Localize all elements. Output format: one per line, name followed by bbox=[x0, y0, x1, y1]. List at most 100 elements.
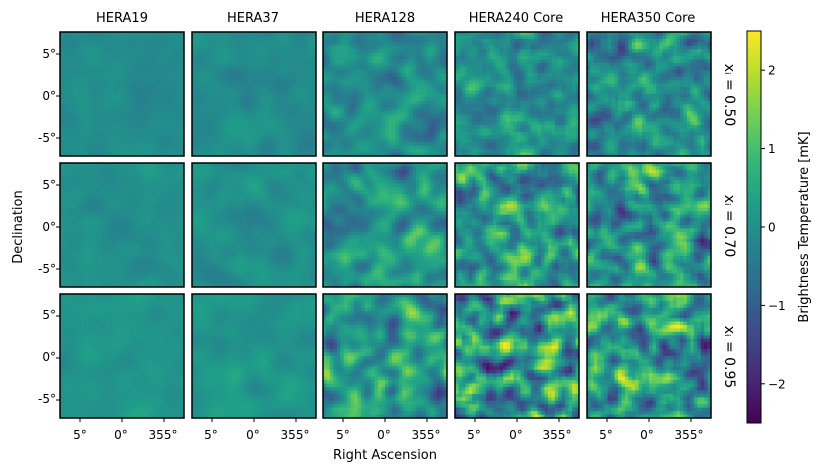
map-pixel bbox=[440, 59, 444, 64]
map-pixel bbox=[115, 63, 119, 67]
map-pixel bbox=[260, 107, 265, 112]
map-pixel bbox=[212, 125, 217, 129]
map-pixel bbox=[115, 111, 119, 116]
map-pixel bbox=[63, 38, 68, 43]
map-pixel bbox=[87, 97, 92, 102]
map-pixel bbox=[195, 76, 200, 81]
map-pixel bbox=[436, 42, 441, 47]
map-pixel bbox=[475, 76, 480, 81]
map-pixel bbox=[364, 145, 369, 150]
map-pixel bbox=[312, 35, 317, 40]
map-pixel bbox=[198, 100, 203, 105]
map-pixel bbox=[419, 87, 424, 91]
map-pixel bbox=[422, 114, 427, 119]
map-pixel bbox=[429, 114, 434, 119]
map-pixel bbox=[422, 87, 427, 91]
map-pixel bbox=[288, 131, 293, 136]
map-pixel bbox=[416, 142, 420, 147]
map-pixel bbox=[195, 142, 200, 147]
map-pixel bbox=[391, 118, 396, 122]
map-pixel bbox=[458, 100, 463, 105]
map-pixel bbox=[409, 52, 413, 57]
map-pixel bbox=[118, 42, 123, 47]
map-pixel bbox=[229, 69, 234, 74]
map-pixel bbox=[70, 59, 75, 64]
map-pixel bbox=[209, 59, 214, 64]
map-pixel bbox=[97, 32, 102, 36]
map-pixel bbox=[388, 59, 393, 64]
map-pixel bbox=[429, 135, 434, 140]
map-pixel bbox=[523, 104, 528, 109]
map-pixel bbox=[146, 87, 150, 91]
map-pixel bbox=[278, 66, 282, 71]
map-pixel bbox=[391, 125, 396, 129]
map-pixel bbox=[496, 118, 501, 122]
map-pixel bbox=[395, 104, 400, 109]
map-pixel bbox=[240, 38, 245, 43]
map-pixel bbox=[149, 66, 154, 71]
map-pixel bbox=[360, 38, 365, 43]
map-pixel bbox=[135, 45, 140, 50]
map-pixel bbox=[101, 121, 106, 126]
map-pixel bbox=[170, 145, 175, 150]
map-pixel bbox=[561, 49, 566, 54]
map-pixel bbox=[544, 97, 549, 102]
map-pixel bbox=[125, 142, 130, 147]
map-pixel bbox=[541, 66, 545, 71]
map-pixel bbox=[219, 52, 224, 57]
map-pixel bbox=[264, 69, 269, 74]
map-pixel bbox=[479, 45, 483, 50]
map-pixel bbox=[139, 76, 144, 81]
map-pixel bbox=[205, 63, 210, 67]
map-pixel bbox=[551, 104, 556, 109]
map-pixel bbox=[343, 73, 348, 78]
map-pixel bbox=[153, 135, 157, 140]
map-pixel bbox=[257, 97, 262, 102]
map-pixel bbox=[195, 90, 200, 95]
map-pixel bbox=[240, 94, 245, 98]
map-pixel bbox=[323, 97, 327, 102]
map-pixel bbox=[198, 111, 203, 116]
map-pixel bbox=[517, 128, 521, 133]
map-pixel bbox=[163, 111, 168, 116]
map-pixel bbox=[94, 135, 99, 140]
map-pixel bbox=[551, 100, 556, 105]
map-pixel bbox=[264, 149, 269, 153]
map-pixel bbox=[198, 90, 203, 95]
map-pixel bbox=[70, 63, 75, 67]
map-pixel bbox=[60, 73, 64, 78]
map-pixel bbox=[257, 107, 262, 112]
map-pixel bbox=[329, 114, 334, 119]
map-pixel bbox=[572, 63, 576, 67]
map-pixel bbox=[381, 142, 386, 147]
map-pixel bbox=[139, 87, 144, 91]
map-pixel bbox=[343, 114, 348, 119]
map-pixel bbox=[122, 100, 126, 105]
map-pixel bbox=[513, 35, 518, 40]
map-pixel bbox=[510, 131, 514, 136]
map-pixel bbox=[378, 138, 382, 143]
map-pixel bbox=[170, 52, 175, 57]
map-pixel bbox=[247, 100, 251, 105]
map-pixel bbox=[360, 94, 365, 98]
map-pixel bbox=[412, 145, 417, 150]
map-pixel bbox=[503, 80, 508, 85]
map-pixel bbox=[212, 63, 217, 67]
map-pixel bbox=[513, 80, 518, 85]
map-pixel bbox=[530, 121, 535, 126]
map-pixel bbox=[551, 125, 556, 129]
map-pixel bbox=[398, 90, 403, 95]
map-pixel bbox=[250, 69, 255, 74]
map-pixel bbox=[527, 59, 532, 64]
map-pixel bbox=[405, 152, 410, 157]
map-pixel bbox=[364, 152, 369, 157]
map-pixel bbox=[371, 32, 376, 36]
map-pixel bbox=[153, 76, 157, 81]
map-pixel bbox=[374, 118, 379, 122]
map-pixel bbox=[458, 76, 463, 81]
map-pixel bbox=[391, 66, 396, 71]
map-pixel bbox=[402, 149, 407, 153]
map-pixel bbox=[333, 114, 338, 119]
map-pixel bbox=[323, 131, 327, 136]
map-pixel bbox=[347, 76, 351, 81]
